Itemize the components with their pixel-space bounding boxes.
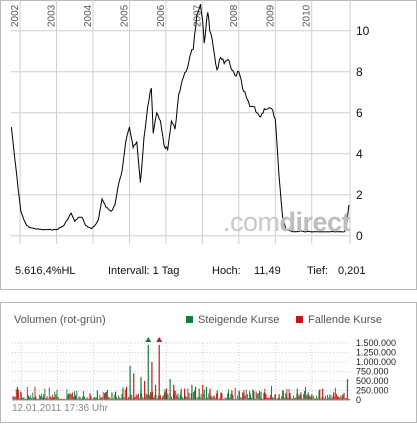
year-label: 2010	[302, 4, 313, 27]
stat-high-label: Hoch:	[212, 265, 241, 277]
overflow-arrow-icon	[156, 337, 163, 342]
vol-y-tick-label: 750.000	[356, 367, 389, 377]
timestamp: 12.01.2011 17:36 Uhr	[12, 403, 109, 414]
price-chart: 0 2 4 6 8 10 2002 2003 2004 2005 2006 2007 2008 2009 2…	[10, 0, 370, 244]
vol-y-tick-label: 1.250.000	[356, 348, 396, 358]
y-tick-label: 8	[356, 65, 363, 79]
year-label: 2002	[10, 4, 21, 27]
vol-y-tick-label: 500.000	[356, 376, 389, 386]
vol-y-tick-label: 0	[356, 395, 361, 405]
legend-down-swatch	[296, 316, 303, 323]
legend-down-label: Fallende Kurse	[308, 314, 382, 326]
year-label: 2006	[156, 4, 167, 27]
year-label: 2008	[229, 4, 240, 27]
vol-y-tick-label: 1.000.000	[356, 357, 396, 367]
volume-title: Volumen (rot-grün)	[14, 314, 106, 326]
stat-low-value: 0,201	[338, 265, 366, 277]
vol-y-tick-label: 250.000	[356, 386, 389, 396]
legend-down: Fallende Kurse	[296, 314, 382, 326]
stat-change: 5.616,4%HL	[15, 265, 76, 277]
year-label: 2003	[47, 4, 58, 27]
legend-up-swatch	[186, 316, 193, 323]
comdirect-watermark: .comdirect	[223, 207, 351, 237]
year-label: 2007	[192, 4, 203, 27]
year-label: 2004	[83, 4, 94, 27]
y-tick-label: 2	[356, 188, 363, 202]
year-label: 2009	[265, 4, 276, 27]
legend-up-label: Steigende Kurse	[198, 314, 280, 326]
y-tick-label: 6	[356, 106, 363, 120]
price-series-line	[10, 3, 350, 233]
overflow-arrow-icon	[145, 337, 152, 342]
legend-up: Steigende Kurse	[186, 314, 279, 326]
year-label: 2005	[119, 4, 130, 27]
y-tick-label: 0	[356, 229, 363, 243]
stat-low-label: Tief:	[307, 265, 328, 277]
y-tick-label: 10	[356, 24, 370, 38]
stat-interval: Intervall: 1 Tag	[108, 265, 180, 277]
vol-y-tick-label: 1.500.000	[356, 338, 396, 348]
stat-high-value: 11,49	[254, 265, 281, 277]
y-tick-label: 4	[356, 147, 363, 161]
